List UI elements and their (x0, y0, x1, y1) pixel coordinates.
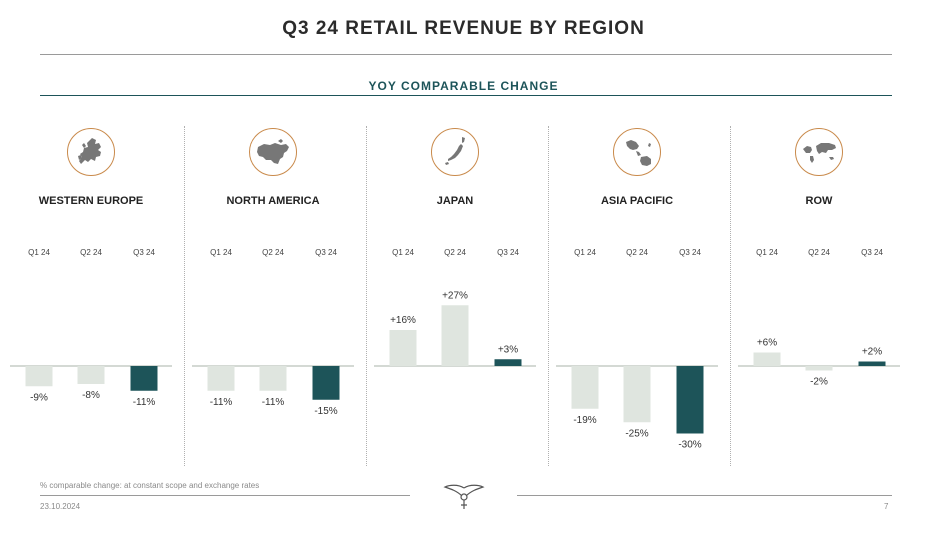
bar-value-label: -11% (210, 397, 233, 408)
panel-separator (730, 126, 731, 466)
bar-q1-24 (25, 366, 53, 387)
title-divider (40, 54, 892, 55)
brand-logo-icon (441, 482, 487, 517)
region-bar-chart: Q1 24 +6% Q2 24 -2% Q3 24 +2% (738, 248, 900, 388)
bar-q3-24 (676, 366, 704, 434)
region-name: WESTERN EUROPE (38, 195, 144, 207)
region-name: NORTH AMERICA (226, 195, 320, 207)
footer-divider (40, 495, 410, 496)
panel-separator (366, 126, 367, 466)
bar-q1-24 (207, 366, 235, 391)
bar-value-label: -30% (678, 440, 701, 451)
quarter-tick-label: Q1 24 (28, 248, 50, 257)
quarter-tick-label: Q3 24 (861, 248, 883, 257)
bar-q2-24 (259, 366, 287, 391)
bar-value-label: -11% (262, 397, 285, 408)
quarter-tick-label: Q1 24 (392, 248, 414, 257)
bar-q3-24 (494, 359, 522, 366)
page-title: Q3 24 RETAIL REVENUE BY REGION (282, 18, 645, 39)
bar-value-label: +2% (862, 347, 882, 358)
bar-value-label: -8% (82, 390, 100, 401)
region-panel-north-america: NORTH AMERICA Q1 24 -11% Q2 24 -11% Q3 24 -15… (182, 100, 364, 470)
quarter-tick-label: Q2 24 (626, 248, 648, 257)
quarter-tick-label: Q1 24 (574, 248, 596, 257)
region-bar-chart: Q1 24 -19% Q2 24 -25% Q3 24 -30% (556, 248, 718, 451)
quarter-tick-label: Q3 24 (679, 248, 701, 257)
subtitle-divider (40, 95, 892, 96)
bar-q1-24 (753, 352, 781, 366)
bar-value-label: -19% (573, 415, 596, 426)
footnote: % comparable change: at constant scope a… (40, 481, 260, 490)
bar-q3-24 (312, 366, 340, 400)
bar-value-label: -15% (314, 406, 337, 417)
bar-q2-24 (805, 366, 833, 371)
asia-pacific-map-icon (613, 128, 661, 176)
region-bar-chart: Q1 24 -9% Q2 24 -8% Q3 24 -11% (10, 248, 172, 408)
report-date: 23.10.2024 (40, 502, 81, 511)
bar-q3-24 (130, 366, 158, 391)
panel-separator (548, 126, 549, 466)
quarter-tick-label: Q1 24 (210, 248, 232, 257)
quarter-tick-label: Q2 24 (262, 248, 284, 257)
quarter-tick-label: Q3 24 (497, 248, 519, 257)
panel-separator (184, 126, 185, 466)
bar-q2-24 (441, 305, 469, 366)
page-number: 7 (884, 502, 889, 511)
bar-q1-24 (389, 330, 417, 366)
japan-map-icon (431, 128, 479, 176)
region-bar-chart: Q1 24 -11% Q2 24 -11% Q3 24 -15% (192, 248, 354, 417)
quarter-tick-label: Q2 24 (444, 248, 466, 257)
region-bar-chart: Q1 24 +16% Q2 24 +27% Q3 24 +3% (374, 248, 536, 367)
bar-value-label: -25% (625, 428, 648, 439)
world-map-icon (795, 128, 843, 176)
quarter-tick-label: Q3 24 (315, 248, 337, 257)
region-name: JAPAN (436, 195, 474, 207)
north-america-map-icon (249, 128, 297, 176)
quarter-tick-label: Q1 24 (756, 248, 778, 257)
bar-q2-24 (77, 366, 105, 384)
bar-value-label: +3% (498, 344, 518, 355)
quarter-tick-label: Q2 24 (808, 248, 830, 257)
region-name: ROW (805, 195, 833, 207)
region-panel-western-europe: WESTERN EUROPE Q1 24 -9% Q2 24 -8% Q3 24 -11% (0, 100, 182, 470)
quarter-tick-label: Q2 24 (80, 248, 102, 257)
bar-value-label: +6% (757, 338, 777, 349)
bar-value-label: -9% (30, 392, 48, 403)
section-subtitle: YOY COMPARABLE CHANGE (368, 79, 559, 93)
bar-value-label: +27% (442, 290, 468, 301)
region-panel-japan: JAPAN Q1 24 +16% Q2 24 +27% Q3 24 +3% (364, 100, 546, 470)
bar-q2-24 (623, 366, 651, 423)
footer-divider (517, 495, 892, 496)
bar-value-label: -2% (810, 377, 828, 388)
bar-q3-24 (858, 361, 886, 366)
bar-value-label: +16% (390, 315, 416, 326)
region-panel-row: ROW Q1 24 +6% Q2 24 -2% Q3 24 +2% (728, 100, 910, 470)
europe-map-icon (67, 128, 115, 176)
quarter-tick-label: Q3 24 (133, 248, 155, 257)
bar-q1-24 (571, 366, 599, 409)
region-panel-asia-pacific: ASIA PACIFIC Q1 24 -19% Q2 24 -25% Q3 24 -30% (546, 100, 728, 470)
region-name: ASIA PACIFIC (600, 195, 674, 207)
bar-value-label: -11% (133, 397, 156, 408)
